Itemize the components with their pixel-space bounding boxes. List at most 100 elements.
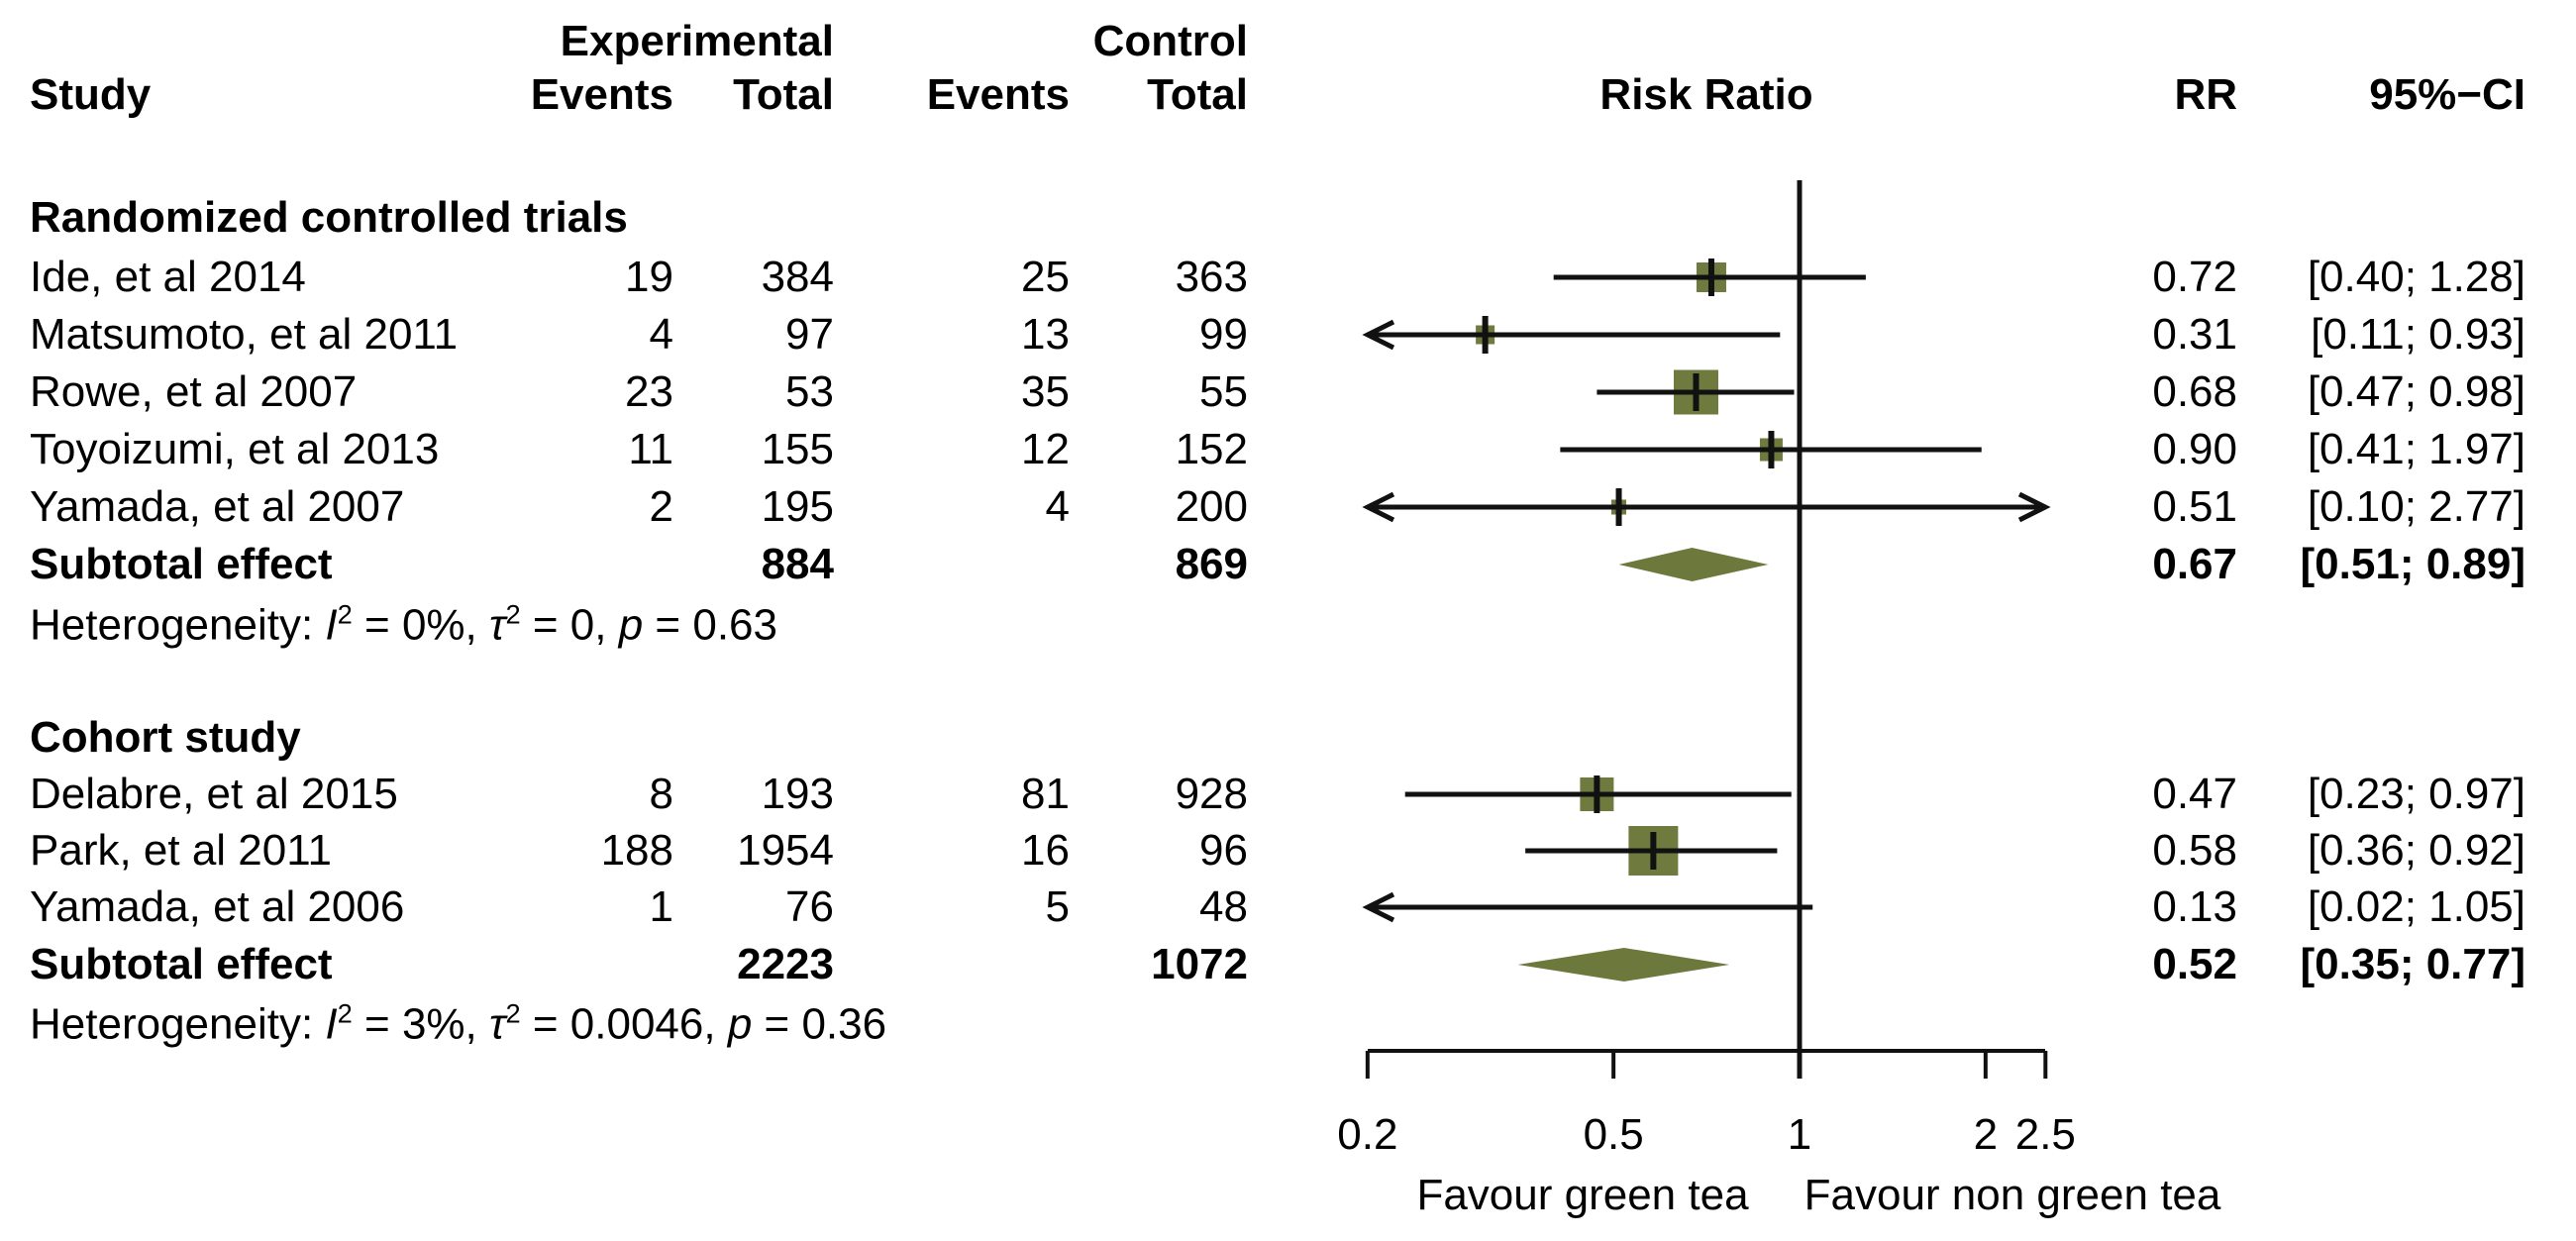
heterogeneity-part: = 0.63 xyxy=(643,600,777,650)
study-label: Toyoizumi, et al 2013 xyxy=(30,425,440,473)
rr-value: 0.68 xyxy=(2152,367,2237,416)
left-arrow-icon xyxy=(1362,319,1395,351)
ctrl-events-value: 5 xyxy=(1045,882,1070,931)
heterogeneity-part: Heterogeneity: xyxy=(30,999,326,1049)
ctrl-events-value: 4 xyxy=(1045,482,1070,531)
column-header-risk-ratio: Risk Ratio xyxy=(1599,70,1813,119)
ci-value: [0.40; 1.28] xyxy=(2307,253,2525,301)
ctrl-events-value: 25 xyxy=(1021,253,1070,301)
subtotal-rr-value: 0.52 xyxy=(2152,940,2237,988)
heterogeneity-part: τ xyxy=(489,999,506,1049)
exp-total-value: 1954 xyxy=(737,826,834,875)
exp-events-value: 23 xyxy=(625,367,673,416)
exp-total-value: 193 xyxy=(761,770,834,818)
column-group-experimental: Experimental xyxy=(560,17,834,65)
study-label: Rowe, et al 2007 xyxy=(30,367,358,416)
exp-events-value: 2 xyxy=(649,482,673,531)
study-label: Delabre, et al 2015 xyxy=(30,770,398,818)
heterogeneity-part: = 3%, xyxy=(352,999,489,1049)
heterogeneity-part: 2 xyxy=(505,598,521,630)
heterogeneity-part: = 0%, xyxy=(352,600,489,650)
ci-value: [0.41; 1.97] xyxy=(2307,425,2525,473)
exp-events-value: 19 xyxy=(625,253,673,301)
rr-value: 0.31 xyxy=(2152,310,2237,359)
subtotal-label: Subtotal effect xyxy=(30,540,333,588)
ctrl-total-value: 363 xyxy=(1175,253,1248,301)
rr-value: 0.90 xyxy=(2152,425,2237,473)
heterogeneity-part: 2 xyxy=(337,598,353,630)
rr-value: 0.47 xyxy=(2152,770,2237,818)
subtotal-ctrl-total: 869 xyxy=(1175,540,1248,588)
heterogeneity-part: 2 xyxy=(337,997,353,1029)
column-header-ctrl-events: Events xyxy=(926,70,1070,119)
study-label: Park, et al 2011 xyxy=(30,826,332,875)
left-arrow-icon xyxy=(1362,891,1395,923)
ci-value: [0.23; 0.97] xyxy=(2307,770,2525,818)
column-header-exp-events: Events xyxy=(530,70,673,119)
column-group-control: Control xyxy=(1092,17,1248,65)
axis-tick-label: 2.5 xyxy=(2014,1110,2076,1159)
section-heading: Cohort study xyxy=(30,713,301,762)
ci-value: [0.11; 0.93] xyxy=(2311,310,2525,359)
rr-value: 0.51 xyxy=(2152,482,2237,531)
right-arrow-icon xyxy=(2017,491,2051,523)
ctrl-total-value: 152 xyxy=(1175,425,1248,473)
exp-total-value: 384 xyxy=(761,253,834,301)
axis-tick-label: 2 xyxy=(1973,1110,1999,1159)
favour-right-label: Favour non green tea xyxy=(1803,1171,2221,1219)
heterogeneity-part: 2 xyxy=(505,997,521,1029)
axis-tick-label: 1 xyxy=(1787,1110,1812,1159)
ci-value: [0.36; 0.92] xyxy=(2307,826,2525,875)
subtotal-ci-value: [0.51; 0.89] xyxy=(2300,540,2525,588)
study-label: Yamada, et al 2007 xyxy=(30,482,405,531)
exp-total-value: 155 xyxy=(761,425,834,473)
rr-value: 0.72 xyxy=(2152,253,2237,301)
ci-value: [0.10; 2.77] xyxy=(2307,482,2525,531)
exp-events-value: 1 xyxy=(649,882,673,931)
ctrl-events-value: 35 xyxy=(1021,367,1070,416)
left-arrow-icon xyxy=(1362,491,1395,523)
rr-value: 0.13 xyxy=(2152,882,2237,931)
heterogeneity-part: I xyxy=(325,999,338,1049)
ctrl-total-value: 200 xyxy=(1175,482,1248,531)
study-label: Ide, et al 2014 xyxy=(30,253,306,301)
heterogeneity-text: Heterogeneity: I2 = 0%, τ2 = 0, p = 0.63 xyxy=(30,601,777,648)
heterogeneity-part: p xyxy=(727,999,753,1049)
exp-total-value: 53 xyxy=(785,367,834,416)
subtotal-rr-value: 0.67 xyxy=(2152,540,2237,588)
ctrl-total-value: 48 xyxy=(1199,882,1248,931)
heterogeneity-part: Heterogeneity: xyxy=(30,600,326,650)
ctrl-events-value: 16 xyxy=(1021,826,1070,875)
ctrl-total-value: 99 xyxy=(1199,310,1248,359)
ctrl-total-value: 96 xyxy=(1199,826,1248,875)
column-header-ctrl-total: Total xyxy=(1147,70,1248,119)
heterogeneity-part: = 0.0046, xyxy=(520,999,728,1049)
column-header-rr: RR xyxy=(2174,70,2237,119)
favour-left-label: Favour green tea xyxy=(1416,1171,1749,1219)
column-header-exp-total: Total xyxy=(733,70,834,119)
ci-value: [0.47; 0.98] xyxy=(2307,367,2525,416)
subtotal-ctrl-total: 1072 xyxy=(1151,940,1248,988)
exp-events-value: 4 xyxy=(649,310,673,359)
axis-tick-label: 0.5 xyxy=(1583,1110,1644,1159)
rr-value: 0.58 xyxy=(2152,826,2237,875)
exp-events-value: 11 xyxy=(628,425,673,473)
heterogeneity-part: p xyxy=(618,600,644,650)
subtotal-label: Subtotal effect xyxy=(30,940,333,988)
column-header-study: Study xyxy=(30,70,152,119)
study-label: Matsumoto, et al 2011 xyxy=(30,310,459,359)
heterogeneity-part: = 0.36 xyxy=(752,999,887,1049)
pooled-diamond xyxy=(1517,948,1730,982)
ctrl-events-value: 12 xyxy=(1021,425,1070,473)
heterogeneity-part: τ xyxy=(489,600,506,650)
column-header-ci: 95%−CI xyxy=(2369,70,2525,119)
subtotal-exp-total: 884 xyxy=(761,540,834,588)
exp-total-value: 195 xyxy=(761,482,834,531)
ctrl-total-value: 928 xyxy=(1175,770,1248,818)
heterogeneity-text: Heterogeneity: I2 = 3%, τ2 = 0.0046, p =… xyxy=(30,1000,886,1047)
heterogeneity-part: I xyxy=(325,600,338,650)
subtotal-ci-value: [0.35; 0.77] xyxy=(2300,940,2525,988)
pooled-diamond xyxy=(1618,548,1769,581)
